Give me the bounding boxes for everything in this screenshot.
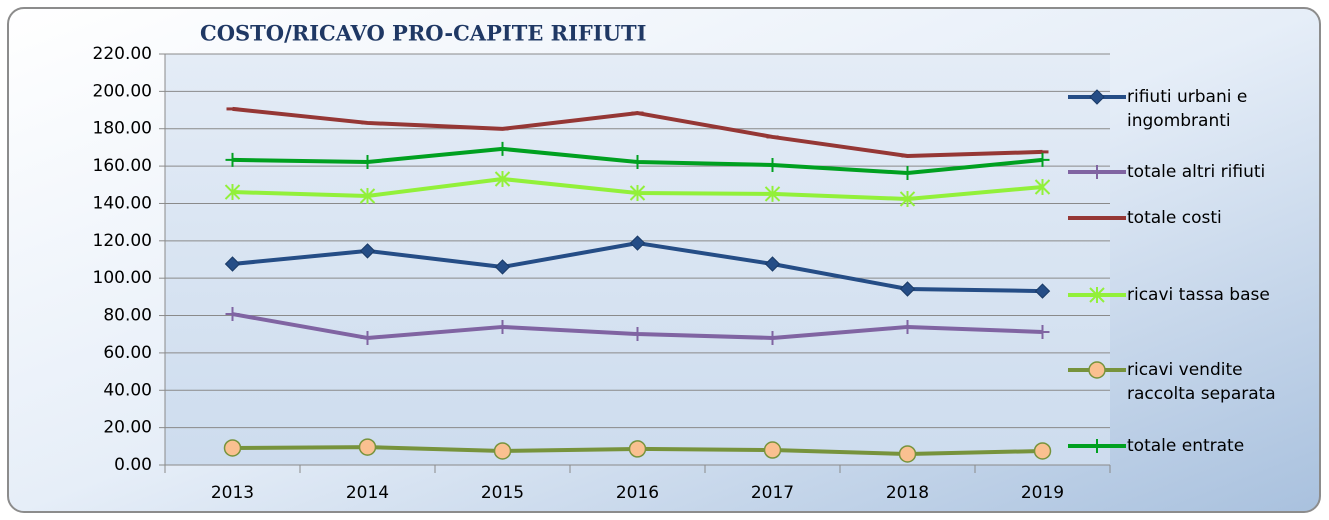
y-tick-label: 60.00 bbox=[103, 343, 152, 363]
y-tick-label: 120.00 bbox=[93, 231, 152, 251]
marker bbox=[764, 185, 781, 202]
marker bbox=[900, 319, 915, 334]
y-tick-label: 100.00 bbox=[93, 268, 152, 288]
marker bbox=[1035, 152, 1050, 167]
x-tick-label: 2017 bbox=[751, 483, 794, 503]
y-tick-label: 180.00 bbox=[93, 119, 152, 139]
y-tick-label: 220.00 bbox=[93, 44, 152, 64]
marker bbox=[224, 256, 241, 272]
marker bbox=[629, 235, 646, 251]
legend-label: totale costi bbox=[1127, 208, 1222, 228]
marker bbox=[899, 190, 916, 207]
legend-label: ricavi vendite raccolta separata bbox=[1127, 360, 1276, 404]
legend-marker bbox=[1089, 287, 1105, 303]
marker bbox=[1034, 179, 1051, 196]
marker bbox=[628, 440, 647, 458]
y-tick-label: 20.00 bbox=[103, 418, 152, 438]
marker bbox=[763, 441, 782, 459]
marker bbox=[359, 243, 376, 259]
legend-marker bbox=[1089, 89, 1105, 105]
marker bbox=[359, 187, 376, 204]
marker bbox=[629, 184, 646, 201]
marker bbox=[493, 442, 512, 460]
marker bbox=[1033, 442, 1052, 460]
marker bbox=[899, 281, 916, 297]
y-tick-label: 0.00 bbox=[114, 455, 152, 475]
marker bbox=[900, 166, 915, 181]
y-tick-label: 200.00 bbox=[93, 81, 152, 101]
marker bbox=[1035, 324, 1050, 339]
legend-marker bbox=[1090, 439, 1104, 453]
marker bbox=[765, 330, 780, 345]
y-tick-label: 160.00 bbox=[93, 156, 152, 176]
legend-marker bbox=[1090, 165, 1104, 179]
x-tick-label: 2015 bbox=[481, 483, 524, 503]
x-tick-label: 2013 bbox=[211, 483, 254, 503]
marker bbox=[630, 327, 645, 342]
marker bbox=[225, 307, 240, 322]
y-tick-label: 140.00 bbox=[93, 193, 152, 213]
plot-area bbox=[165, 54, 1110, 465]
marker bbox=[630, 154, 645, 169]
marker bbox=[223, 439, 242, 457]
y-tick-label: 80.00 bbox=[103, 306, 152, 326]
marker bbox=[898, 445, 917, 463]
marker bbox=[1034, 283, 1051, 299]
marker bbox=[358, 438, 377, 456]
marker bbox=[495, 319, 510, 334]
marker bbox=[494, 170, 511, 187]
legend-label: rifiuti urbani e ingombranti bbox=[1127, 87, 1248, 131]
marker bbox=[494, 259, 511, 275]
x-tick-label: 2014 bbox=[346, 483, 389, 503]
legend-label: ricavi tassa base bbox=[1127, 285, 1270, 305]
y-tick-label: 40.00 bbox=[103, 380, 152, 400]
chart-title: COSTO/RICAVO PRO-CAPITE RIFIUTI bbox=[200, 21, 646, 46]
marker bbox=[765, 157, 780, 172]
x-tick-label: 2016 bbox=[616, 483, 659, 503]
marker bbox=[225, 152, 240, 167]
marker bbox=[495, 141, 510, 156]
legend-label: totale entrate bbox=[1127, 436, 1245, 456]
legend-marker bbox=[1088, 361, 1106, 379]
x-tick-label: 2018 bbox=[886, 483, 929, 503]
x-tick-label: 2019 bbox=[1021, 483, 1064, 503]
marker bbox=[764, 256, 781, 272]
marker bbox=[360, 330, 375, 345]
marker bbox=[224, 184, 241, 201]
marker bbox=[360, 154, 375, 169]
legend-label: totale altri rifiuti bbox=[1127, 162, 1266, 182]
